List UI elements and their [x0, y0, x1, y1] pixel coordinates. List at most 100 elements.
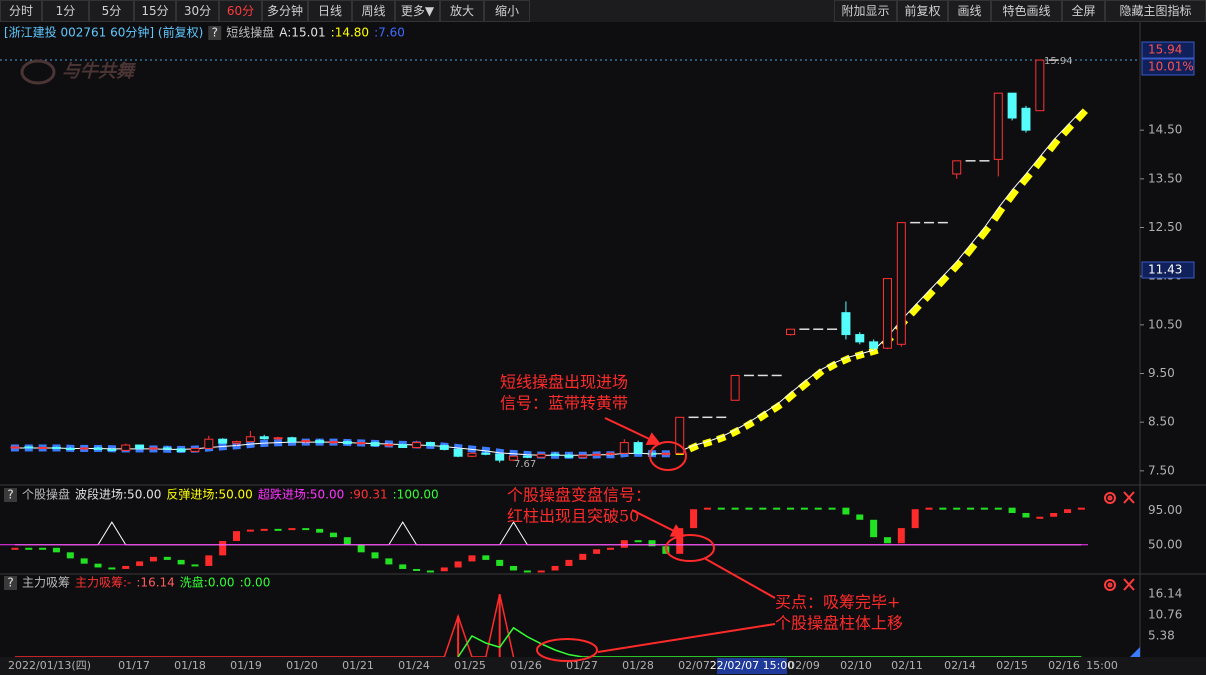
price-tag-label: 11.43	[1148, 263, 1182, 277]
help-icon[interactable]: ?	[7, 576, 13, 590]
toolbar-label[interactable]: 5分	[102, 4, 122, 18]
candle-body	[273, 437, 283, 440]
toolbar-label[interactable]: 更多▼	[401, 4, 435, 18]
toolbar-button[interactable]	[897, 0, 948, 22]
oscillator-bar	[205, 555, 213, 566]
oscillator-bar	[731, 507, 739, 510]
oscillator-bar	[371, 552, 379, 559]
settings-icon[interactable]	[1104, 492, 1116, 504]
candle-body	[24, 446, 34, 449]
help-box[interactable]	[208, 26, 222, 40]
candle-body	[952, 160, 962, 175]
toolbar-button[interactable]	[219, 0, 262, 22]
oscillator-bar	[537, 570, 545, 573]
help-box[interactable]	[4, 576, 17, 590]
toolbar-label[interactable]: 15分	[141, 4, 168, 18]
band-segment	[950, 259, 964, 273]
y-tick-label: 10.76	[1148, 608, 1182, 622]
candle-body	[633, 442, 643, 454]
y-tick-label: 12.50	[1148, 220, 1182, 234]
x-tick-label: 02/16	[1048, 659, 1080, 672]
toolbar-button[interactable]	[134, 0, 176, 22]
toolbar-label[interactable]: 30分	[184, 4, 211, 18]
oscillator-bar	[676, 528, 684, 554]
band-segment	[743, 419, 755, 430]
oscillator-bar	[883, 537, 891, 544]
candle-body	[315, 440, 325, 444]
help-box[interactable]	[4, 488, 17, 502]
candle-body	[661, 452, 671, 455]
toolbar-button[interactable]	[176, 0, 219, 22]
oscillator-bar	[842, 507, 850, 515]
toolbar-label[interactable]: 画线	[957, 4, 981, 18]
y-tick-label: 16.14	[1148, 587, 1182, 601]
candle-body	[412, 442, 422, 448]
oscillator-bar	[1036, 516, 1044, 519]
band-segment	[854, 350, 865, 360]
toolbar-button[interactable]	[948, 0, 991, 22]
close-icon[interactable]	[1123, 491, 1135, 504]
oscillator-bar	[122, 565, 130, 569]
band-segment	[1074, 108, 1088, 122]
oscillator-bar	[551, 565, 559, 571]
candle-body	[869, 341, 879, 349]
candle-body	[190, 447, 200, 452]
oscillator-bar	[690, 509, 698, 529]
toolbar-label[interactable]: 特色画线	[1002, 3, 1050, 18]
candle-body	[10, 446, 20, 449]
toolbar-button[interactable]	[991, 0, 1062, 22]
oscillator-bar	[482, 555, 490, 560]
toolbar-label[interactable]: 前复权	[904, 3, 940, 18]
oscillator-bar	[620, 540, 628, 548]
toolbar-label[interactable]: 放大	[450, 3, 474, 18]
candle-body	[204, 438, 214, 449]
oscillator-bar	[1022, 512, 1030, 518]
help-icon[interactable]: ?	[7, 488, 13, 502]
oscillator-bar	[94, 563, 102, 568]
x-tick-label: 02/11	[891, 659, 923, 672]
toolbar-label[interactable]: 隐藏主图指标	[1119, 3, 1191, 18]
toolbar-button[interactable]	[0, 0, 42, 22]
close-icon[interactable]	[1123, 578, 1135, 591]
x-tick-label: 01/28	[622, 659, 654, 672]
y-tick-label: 14.50	[1148, 123, 1182, 137]
toolbar-button[interactable]	[440, 0, 484, 22]
toolbar-button[interactable]	[308, 0, 352, 22]
settings-icon[interactable]	[1104, 579, 1116, 591]
oscillator-bar	[177, 559, 185, 565]
toolbar-button[interactable]	[1062, 0, 1105, 22]
toolbar-button[interactable]	[262, 0, 308, 22]
oscillator-bar	[246, 529, 254, 532]
candle-body	[232, 441, 242, 444]
band-segment	[1060, 122, 1075, 137]
toolbar-label[interactable]: 全屏	[1071, 3, 1095, 18]
band-segment	[991, 206, 1006, 222]
oscillator-bar	[25, 547, 33, 550]
toolbar-button[interactable]	[834, 0, 897, 22]
oscillator-bar	[343, 537, 351, 545]
indicator-name: 主力吸筹	[22, 576, 70, 590]
highlight-ellipse	[665, 534, 715, 562]
band-segment	[1033, 154, 1047, 170]
help-icon[interactable]: ?	[212, 26, 218, 40]
toolbar-button[interactable]	[484, 0, 530, 22]
toolbar-button[interactable]	[42, 0, 89, 22]
toolbar-button[interactable]	[395, 0, 440, 22]
toolbar-label[interactable]: 日线	[318, 4, 342, 18]
toolbar-label[interactable]: 60分	[227, 4, 254, 18]
toolbar-button[interactable]	[89, 0, 134, 22]
toolbar-label[interactable]: 周线	[361, 4, 385, 18]
x-tick-label: 01/21	[342, 659, 374, 672]
toolbar-label[interactable]: 1分	[56, 4, 76, 18]
candle-body	[79, 447, 89, 450]
toolbar-label[interactable]: 分时	[9, 4, 33, 18]
oscillator-bar	[565, 559, 573, 566]
toolbar-label[interactable]: 缩小	[495, 3, 519, 18]
oscillator-bar	[454, 561, 462, 568]
x-tick-label: 01/20	[286, 659, 318, 672]
candle-body	[647, 452, 657, 455]
note-text: 信号：蓝带转黄带	[500, 394, 628, 413]
toolbar-label[interactable]: 多分钟	[267, 3, 303, 18]
toolbar-button[interactable]	[352, 0, 395, 22]
toolbar-label[interactable]: 附加显示	[841, 4, 889, 18]
